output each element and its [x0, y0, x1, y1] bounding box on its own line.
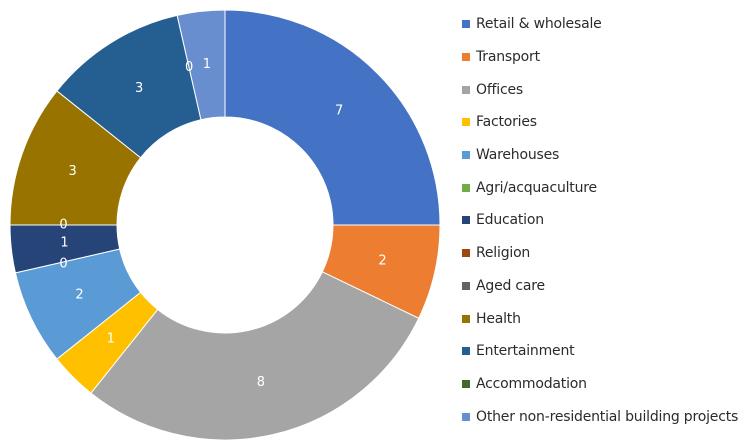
chart-legend: Retail & wholesale Transport Offices Factor… — [462, 8, 738, 433]
legend-label: Warehouses — [476, 147, 560, 164]
legend-swatch — [462, 118, 470, 127]
legend-label: Other non-residential building projects — [476, 408, 739, 425]
legend-item-entertainment: Entertainment — [462, 335, 738, 368]
data-label-health: 3 — [68, 164, 76, 179]
data-label-education: 1 — [60, 236, 68, 251]
legend-swatch — [462, 20, 470, 29]
data-label-other-non-residential-building-projects: 1 — [203, 57, 211, 72]
legend-swatch — [462, 216, 470, 225]
legend-swatch — [462, 53, 470, 62]
legend-item-retail-wholesale: Retail & wholesale — [462, 8, 738, 41]
legend-item-health: Health — [462, 302, 738, 335]
legend-swatch — [462, 412, 470, 421]
legend-swatch — [462, 314, 470, 323]
legend-item-religion: Religion — [462, 237, 738, 270]
data-label-accommodation: 0 — [185, 60, 193, 75]
legend-label: Offices — [476, 81, 523, 98]
legend-swatch — [462, 183, 470, 192]
legend-swatch — [462, 347, 470, 356]
data-label-factories: 1 — [107, 332, 115, 347]
slice-offices — [90, 271, 420, 440]
data-label-aged-care: 0 — [59, 257, 67, 272]
data-label-retail-wholesale: 7 — [335, 103, 343, 118]
legend-item-other-non-residential-building-projects: Other non-residential building projects — [462, 400, 738, 433]
legend-label: Retail & wholesale — [476, 16, 602, 33]
legend-label: Religion — [476, 245, 531, 262]
data-label-warehouses: 2 — [75, 288, 83, 303]
legend-label: Aged care — [476, 277, 545, 294]
legend-item-warehouses: Warehouses — [462, 139, 738, 172]
data-label-entertainment: 3 — [135, 81, 143, 96]
legend-item-accommodation: Accommodation — [462, 368, 738, 401]
legend-item-factories: Factories — [462, 106, 738, 139]
data-label-religion: 0 — [59, 218, 67, 233]
legend-swatch — [462, 151, 470, 160]
legend-item-offices: Offices — [462, 73, 738, 106]
slice-retail-wholesale — [224, 9, 441, 226]
legend-label: Education — [476, 212, 544, 229]
legend-item-education: Education — [462, 204, 738, 237]
legend-swatch — [462, 281, 470, 290]
data-label-transport: 2 — [378, 253, 386, 268]
legend-item-transport: Transport — [462, 41, 738, 74]
legend-swatch — [462, 85, 470, 94]
legend-swatch — [462, 249, 470, 258]
data-label-offices: 8 — [257, 375, 265, 390]
legend-swatch — [462, 379, 470, 388]
legend-label: Accommodation — [476, 375, 587, 392]
legend-label: Transport — [476, 49, 540, 66]
legend-item-aged-care: Aged care — [462, 270, 738, 303]
legend-label: Health — [476, 310, 521, 327]
legend-label: Factories — [476, 114, 537, 131]
legend-label: Agri/acquaculture — [476, 179, 597, 196]
legend-item-agri-acquaculture: Agri/acquaculture — [462, 171, 738, 204]
slice-other-non-residential-building-projects — [176, 9, 226, 121]
legend-label: Entertainment — [476, 343, 575, 360]
